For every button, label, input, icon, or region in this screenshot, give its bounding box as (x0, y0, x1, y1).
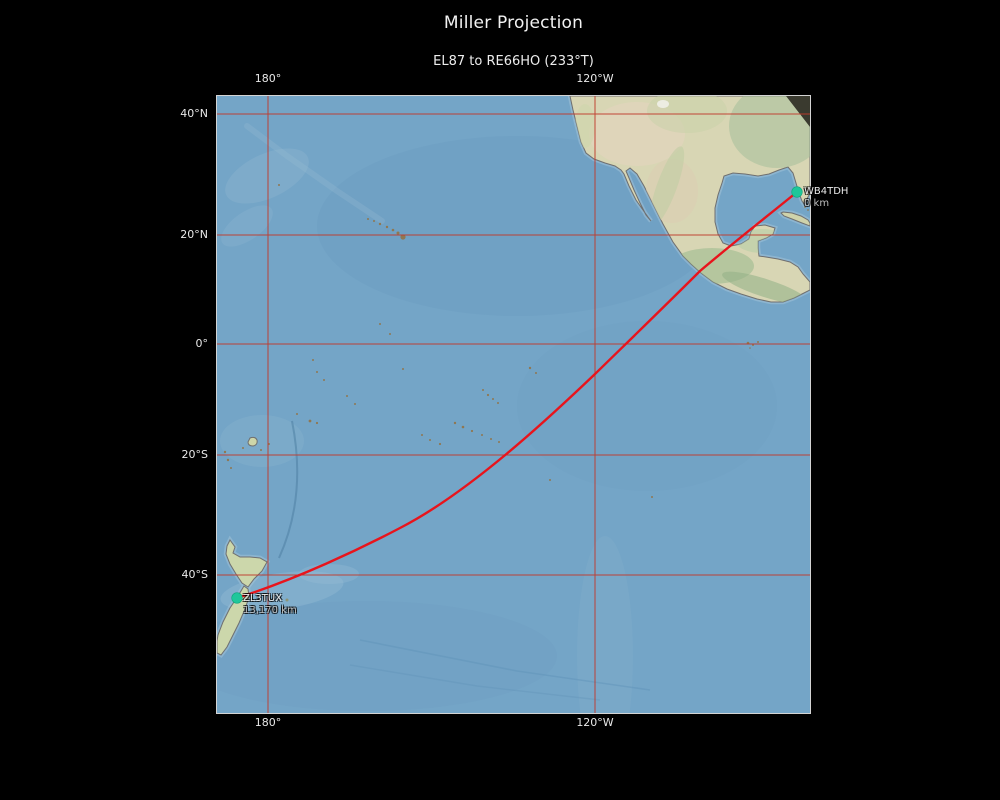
tick-lat-40s: 40°S (181, 568, 208, 581)
map-art (217, 96, 810, 713)
tick-top-180: 180° (254, 72, 282, 85)
tick-bottom-180: 180° (254, 716, 282, 729)
tick-lat-0: 0° (195, 337, 209, 350)
tick-lat-40n: 40°N (180, 107, 208, 120)
island-fiji (247, 436, 258, 447)
ocean-shading (217, 123, 810, 713)
marker-wb4tdh (791, 186, 803, 198)
station-distance: 0 km (804, 198, 830, 209)
graticule (217, 96, 810, 713)
landmasses (217, 96, 810, 656)
tick-top-120w: 120°W (576, 72, 614, 85)
tick-lat-20n: 20°N (180, 228, 208, 241)
station-markers (231, 186, 803, 604)
station-label-zl3tux: ZL3TUX 13,170 km (243, 593, 297, 617)
station-label-wb4tdh: WB4TDH 0 km (804, 186, 848, 210)
map-canvas (216, 95, 811, 714)
station-callsign: WB4TDH (804, 186, 849, 197)
tick-bottom-120w: 120°W (576, 716, 614, 729)
marker-zl3tux (231, 592, 243, 604)
station-callsign: ZL3TUX (243, 593, 283, 604)
basemap-edge-corner (786, 96, 810, 127)
tick-lat-20s: 20°S (181, 448, 208, 461)
pacific-islands (223, 184, 809, 602)
figure-subtitle: EL87 to RE66HO (233°T) (433, 54, 594, 69)
station-distance: 13,170 km (243, 605, 297, 616)
great-circle-path (235, 190, 799, 600)
figure-title: Miller Projection (443, 13, 584, 33)
tonga-trench (278, 420, 299, 559)
